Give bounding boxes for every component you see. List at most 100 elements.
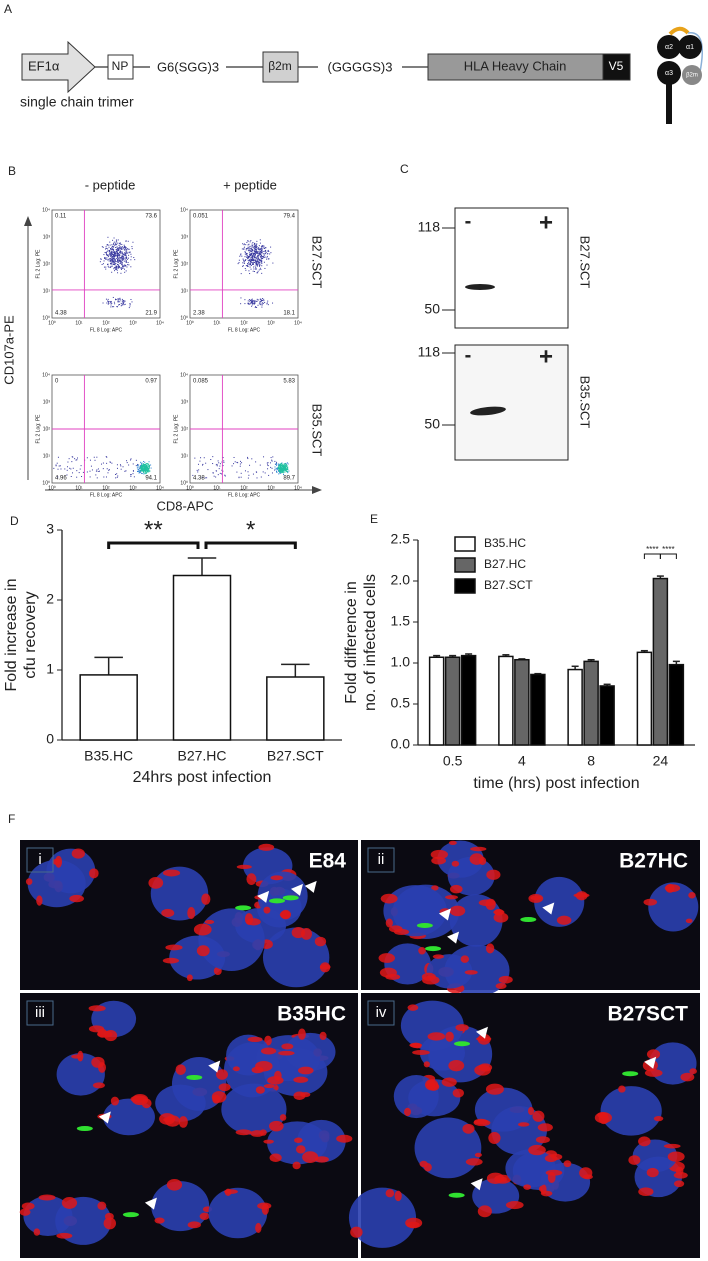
event-dot bbox=[140, 461, 142, 463]
event-dot bbox=[102, 302, 104, 304]
event-dot bbox=[246, 253, 248, 255]
event-dot bbox=[255, 249, 257, 251]
event-dot bbox=[256, 262, 258, 264]
event-dot bbox=[260, 259, 262, 261]
image-name: B27HC bbox=[619, 850, 688, 873]
event-dot bbox=[267, 468, 269, 470]
bar bbox=[444, 656, 461, 746]
event-dot bbox=[76, 470, 78, 472]
event-dot bbox=[221, 469, 223, 471]
event-dot bbox=[239, 255, 241, 257]
event-dot bbox=[134, 259, 136, 261]
event-dot bbox=[114, 473, 116, 475]
event-dot bbox=[111, 244, 113, 246]
event-dot bbox=[256, 240, 258, 242]
band bbox=[465, 284, 495, 290]
event-dot bbox=[262, 257, 264, 259]
red-stain bbox=[464, 970, 478, 975]
red-stain bbox=[523, 1184, 532, 1190]
event-dot bbox=[284, 469, 286, 471]
event-dot bbox=[255, 247, 257, 249]
plot-axis-label: FL 2 Log: PE bbox=[173, 249, 179, 279]
event-dot bbox=[141, 469, 143, 471]
red-stain bbox=[462, 1123, 475, 1134]
event-dot bbox=[197, 463, 199, 465]
event-dot bbox=[257, 251, 259, 253]
event-dot bbox=[231, 465, 233, 467]
event-dot bbox=[147, 470, 149, 472]
event-dot bbox=[286, 468, 288, 470]
event-dot bbox=[260, 256, 262, 258]
red-stain bbox=[470, 846, 487, 852]
event-dot bbox=[258, 252, 260, 254]
red-stain bbox=[162, 957, 180, 964]
event-dot bbox=[118, 244, 120, 246]
nucleus bbox=[257, 871, 308, 921]
event-dot bbox=[137, 471, 139, 473]
red-stain bbox=[643, 898, 658, 906]
event-dot bbox=[272, 262, 274, 264]
event-dot bbox=[125, 251, 127, 253]
event-dot bbox=[123, 265, 125, 267]
event-dot bbox=[141, 470, 143, 472]
event-dot bbox=[249, 250, 251, 252]
lane-label: - bbox=[465, 344, 472, 366]
event-dot bbox=[266, 257, 268, 259]
event-dot bbox=[118, 253, 120, 255]
significance-bracket bbox=[107, 541, 200, 549]
red-stain bbox=[532, 1110, 545, 1122]
event-dot bbox=[116, 261, 118, 263]
x-tick-label: 10⁰ bbox=[48, 320, 56, 326]
event-dot bbox=[287, 470, 289, 472]
event-dot bbox=[285, 468, 287, 470]
event-dot bbox=[123, 304, 125, 306]
event-dot bbox=[121, 243, 123, 245]
event-dot bbox=[110, 255, 112, 257]
event-dot bbox=[261, 261, 263, 263]
event-dot bbox=[245, 244, 247, 246]
event-dot bbox=[117, 249, 119, 251]
nucleus bbox=[383, 885, 447, 937]
event-dot bbox=[106, 251, 108, 253]
red-stain bbox=[388, 925, 403, 933]
event-dot bbox=[250, 268, 252, 270]
event-dot bbox=[269, 253, 271, 255]
event-dot bbox=[244, 251, 246, 253]
event-dot bbox=[216, 463, 218, 465]
event-dot bbox=[282, 471, 284, 473]
event-dot bbox=[105, 247, 107, 249]
event-dot bbox=[114, 259, 116, 261]
red-stain bbox=[165, 944, 183, 951]
event-dot bbox=[277, 467, 279, 469]
event-dot bbox=[261, 249, 263, 251]
event-dot bbox=[144, 463, 146, 465]
event-dot bbox=[266, 258, 268, 260]
event-dot bbox=[118, 250, 120, 252]
red-stain bbox=[478, 899, 496, 907]
event-dot bbox=[279, 465, 281, 467]
event-dot bbox=[280, 469, 282, 471]
event-dot bbox=[252, 251, 254, 253]
event-dot bbox=[119, 299, 121, 301]
quadrant-value: 4.96 bbox=[55, 476, 67, 482]
event-dot bbox=[255, 300, 257, 302]
event-dot bbox=[121, 263, 123, 265]
event-dot bbox=[119, 304, 121, 306]
event-dot bbox=[124, 255, 126, 257]
red-stain bbox=[110, 1096, 120, 1106]
micrograph: iv B27SCT bbox=[348, 993, 700, 1258]
event-dot bbox=[96, 456, 98, 458]
event-dot bbox=[118, 258, 120, 260]
event-dot bbox=[125, 240, 127, 242]
event-dot bbox=[258, 248, 260, 250]
quadrant-value: 18.1 bbox=[283, 311, 295, 317]
event-dot bbox=[120, 258, 122, 260]
nucleus bbox=[221, 1083, 287, 1135]
event-dot bbox=[281, 462, 283, 464]
event-dot bbox=[126, 462, 128, 464]
x-tick-label: 10³ bbox=[267, 320, 275, 326]
event-dot bbox=[142, 471, 144, 473]
red-stain bbox=[97, 1028, 107, 1038]
event-dot bbox=[147, 470, 149, 472]
event-dot bbox=[66, 474, 68, 476]
